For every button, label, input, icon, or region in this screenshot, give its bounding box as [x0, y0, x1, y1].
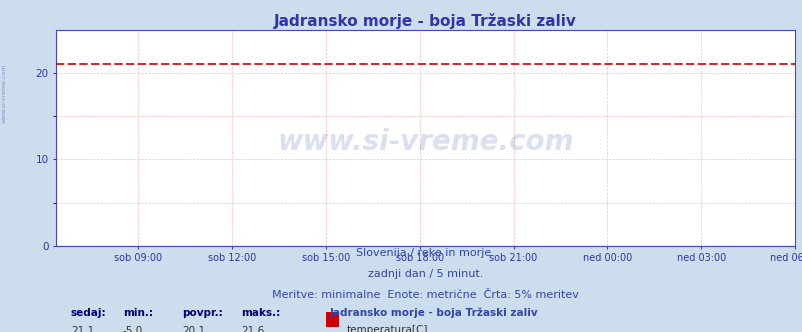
Text: 20,1: 20,1: [181, 326, 205, 332]
Text: www.si-vreme.com: www.si-vreme.com: [2, 63, 6, 123]
Text: maks.:: maks.:: [241, 308, 280, 318]
Text: Jadransko morje - boja Tržaski zaliv: Jadransko morje - boja Tržaski zaliv: [329, 308, 537, 318]
Text: zadnji dan / 5 minut.: zadnji dan / 5 minut.: [367, 269, 483, 279]
Text: min.:: min.:: [123, 308, 152, 318]
Text: www.si-vreme.com: www.si-vreme.com: [277, 128, 573, 156]
Text: sedaj:: sedaj:: [71, 308, 107, 318]
Bar: [326, 312, 338, 327]
Text: Meritve: minimalne  Enote: metrične  Črta: 5% meritev: Meritve: minimalne Enote: metrične Črta:…: [272, 290, 578, 300]
Text: Slovenija / reke in morje.: Slovenija / reke in morje.: [356, 248, 494, 258]
Text: 21,1: 21,1: [71, 326, 94, 332]
Text: 21,6: 21,6: [241, 326, 264, 332]
Text: povpr.:: povpr.:: [181, 308, 222, 318]
Text: -5,0: -5,0: [123, 326, 143, 332]
Title: Jadransko morje - boja Tržaski zaliv: Jadransko morje - boja Tržaski zaliv: [273, 13, 577, 29]
Text: temperatura[C]: temperatura[C]: [346, 325, 427, 332]
